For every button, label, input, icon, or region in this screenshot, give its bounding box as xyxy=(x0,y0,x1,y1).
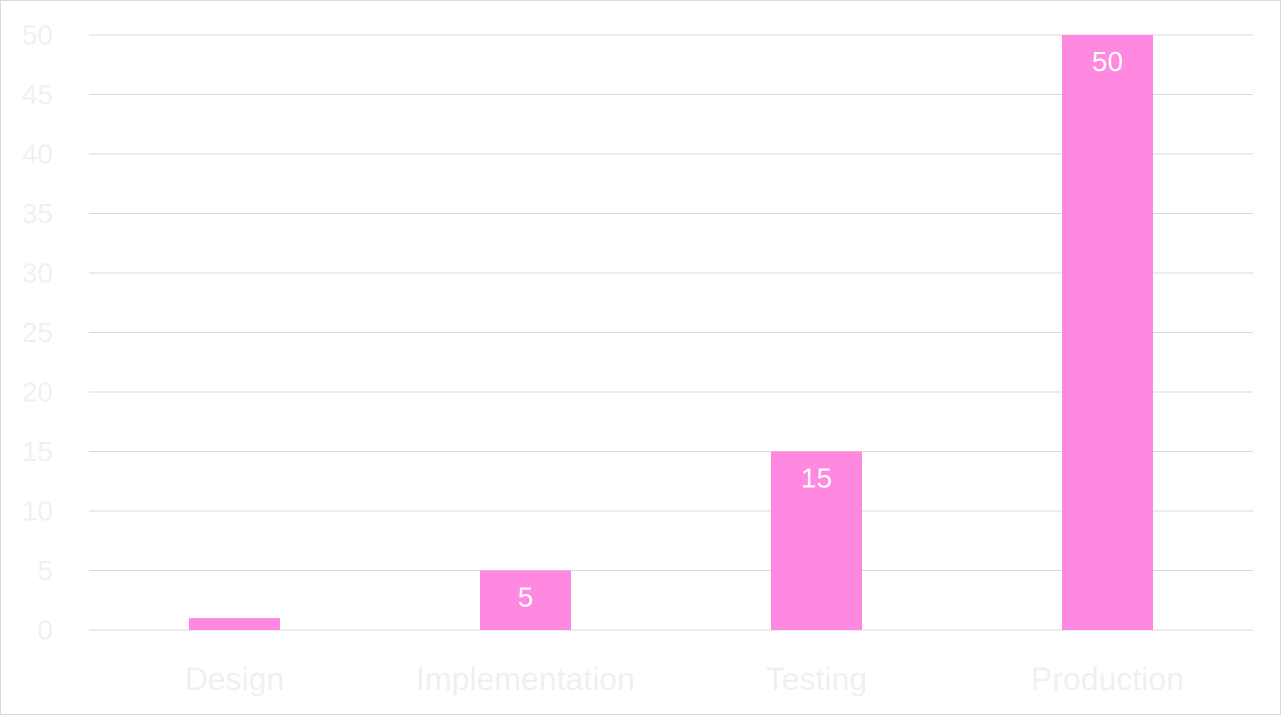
y-tick-label: 45 xyxy=(22,79,53,110)
x-category-label: Production xyxy=(1031,661,1184,697)
y-tick-label: 10 xyxy=(22,496,53,527)
data-label-testing: 15 xyxy=(801,463,832,494)
y-tick-label: 35 xyxy=(22,198,53,229)
bar-production xyxy=(1062,35,1153,630)
y-tick-label: 30 xyxy=(22,258,53,289)
bar-design xyxy=(189,618,280,630)
y-tick-label: 25 xyxy=(22,317,53,348)
y-tick-label: 0 xyxy=(37,615,53,646)
x-category-label: Implementation xyxy=(416,661,635,697)
data-label-production: 50 xyxy=(1092,46,1123,77)
y-tick-label: 50 xyxy=(22,20,53,51)
y-tick-label: 20 xyxy=(22,377,53,408)
data-label-implementation: 5 xyxy=(518,582,534,613)
x-category-label: Design xyxy=(185,661,285,697)
y-tick-label: 40 xyxy=(22,139,53,170)
x-category-label: Testing xyxy=(766,661,867,697)
bar-testing xyxy=(771,451,862,630)
y-tick-label: 5 xyxy=(37,555,53,586)
y-tick-label: 15 xyxy=(22,436,53,467)
bar-implementation xyxy=(480,570,571,630)
